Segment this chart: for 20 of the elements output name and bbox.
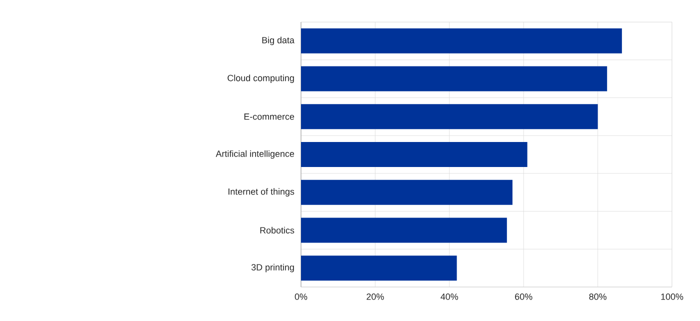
x-tick-label: 20% [366, 294, 384, 300]
x-tick-label: 100% [661, 294, 684, 300]
bar [301, 66, 608, 92]
bar [301, 218, 507, 243]
y-tick-label: E-commerce [244, 114, 294, 120]
y-tick-label: 3D printing [251, 264, 294, 272]
bar [301, 180, 512, 205]
x-tick-label: 80% [589, 294, 606, 300]
bar [301, 28, 622, 54]
x-tick-label: 0% [294, 294, 308, 300]
y-tick-label: Artificial intelligence [216, 150, 294, 159]
y-tick-label: Robotics [260, 226, 294, 234]
y-tick-label: Internet of things [228, 188, 294, 197]
bar [301, 142, 528, 167]
x-tick-label: 40% [440, 294, 458, 300]
bar [301, 256, 457, 281]
x-tick-label: 60% [515, 294, 532, 300]
y-tick-label: Big data [262, 36, 294, 46]
y-tick-label: Cloud computing [228, 74, 294, 83]
bar [301, 104, 598, 130]
